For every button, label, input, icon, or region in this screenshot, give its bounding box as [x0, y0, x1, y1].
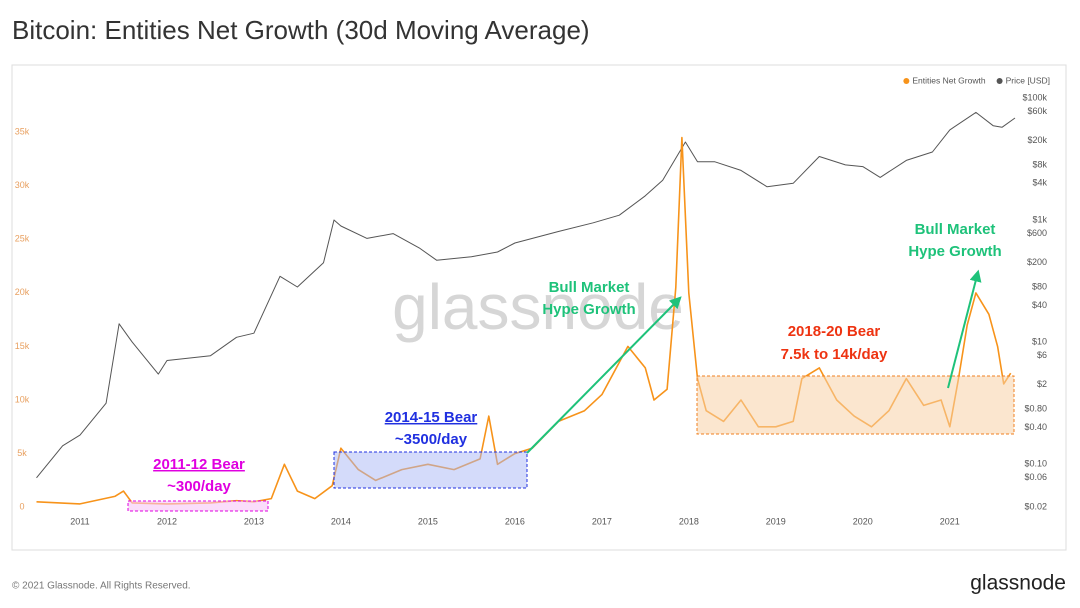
y-tick-label: 35k [15, 127, 30, 137]
range-box [127, 500, 269, 512]
annotation: Hype Growth [908, 243, 1001, 260]
x-tick-label: 2018 [679, 516, 699, 526]
x-tick-label: 2011 [70, 516, 89, 526]
y-tick-label: 30k [15, 180, 30, 190]
chart-panel [11, 64, 1067, 551]
annotation: ~3500/day [395, 431, 468, 448]
annotation: Bull Market [915, 221, 996, 238]
y2-tick-label: $0.02 [1024, 501, 1047, 511]
legend-swatch [903, 78, 910, 84]
legend-label: Price [USD] [1006, 75, 1050, 85]
y2-tick-label: $100k [1022, 92, 1047, 102]
y2-tick-label: $0.80 [1024, 403, 1047, 413]
legend-label: Entities Net Growth [912, 75, 985, 85]
series-line [36, 111, 1016, 479]
y2-tick-label: $4k [1032, 178, 1047, 188]
y-tick-label: 10k [15, 394, 30, 404]
y-tick-label: 0 [19, 502, 24, 512]
x-tick-label: 2013 [244, 516, 264, 526]
legend-swatch [996, 78, 1003, 84]
y2-tick-label: $8k [1032, 159, 1047, 169]
y2-tick-label: $0.06 [1024, 472, 1047, 482]
annotation: Bull Market [549, 279, 630, 296]
y-tick-label: 5k [17, 448, 27, 458]
annotation: Hype Growth [542, 301, 635, 318]
x-tick-label: 2017 [592, 516, 612, 526]
y-tick-label: 20k [15, 287, 30, 297]
footer: © 2021 Glassnode. All Rights Reserved. [12, 581, 191, 592]
arrow [947, 269, 982, 389]
x-tick-label: 2021 [940, 516, 960, 526]
y2-tick-label: $10 [1032, 337, 1047, 347]
y2-tick-label: $40 [1032, 300, 1047, 310]
x-tick-label: 2014 [331, 516, 351, 526]
y2-tick-label: $200 [1027, 257, 1047, 267]
x-tick-label: 2015 [418, 516, 438, 526]
y2-tick-label: $0.40 [1024, 422, 1047, 432]
y2-tick-label: $20k [1027, 135, 1047, 145]
annotation: 2011-12 Bear [153, 456, 245, 473]
x-tick-label: 2012 [157, 516, 177, 526]
y2-tick-label: $0.10 [1024, 459, 1047, 469]
range-box [333, 451, 528, 489]
y2-tick-label: $6 [1037, 350, 1047, 360]
range-box [696, 375, 1015, 435]
annotation: ~300/day [167, 478, 231, 495]
logo: glassnode [970, 572, 1066, 595]
x-tick-label: 2020 [853, 516, 873, 526]
annotation: 2014-15 Bear [385, 409, 478, 426]
y2-tick-label: $60k [1027, 106, 1047, 116]
watermark: glassnode [392, 271, 684, 343]
arrow [526, 296, 682, 454]
y2-tick-label: $600 [1027, 228, 1047, 238]
x-tick-label: 2019 [766, 516, 786, 526]
y-tick-label: 15k [15, 341, 30, 351]
annotation: 7.5k to 14k/day [781, 346, 888, 363]
y2-tick-label: $80 [1032, 281, 1047, 291]
annotation: 2018-20 Bear [788, 323, 881, 340]
y2-tick-label: $2 [1037, 379, 1047, 389]
y-tick-label: 25k [15, 234, 30, 244]
x-tick-label: 2016 [505, 516, 525, 526]
page-title: Bitcoin: Entities Net Growth (30d Moving… [12, 15, 590, 45]
y2-tick-label: $1k [1032, 214, 1047, 224]
